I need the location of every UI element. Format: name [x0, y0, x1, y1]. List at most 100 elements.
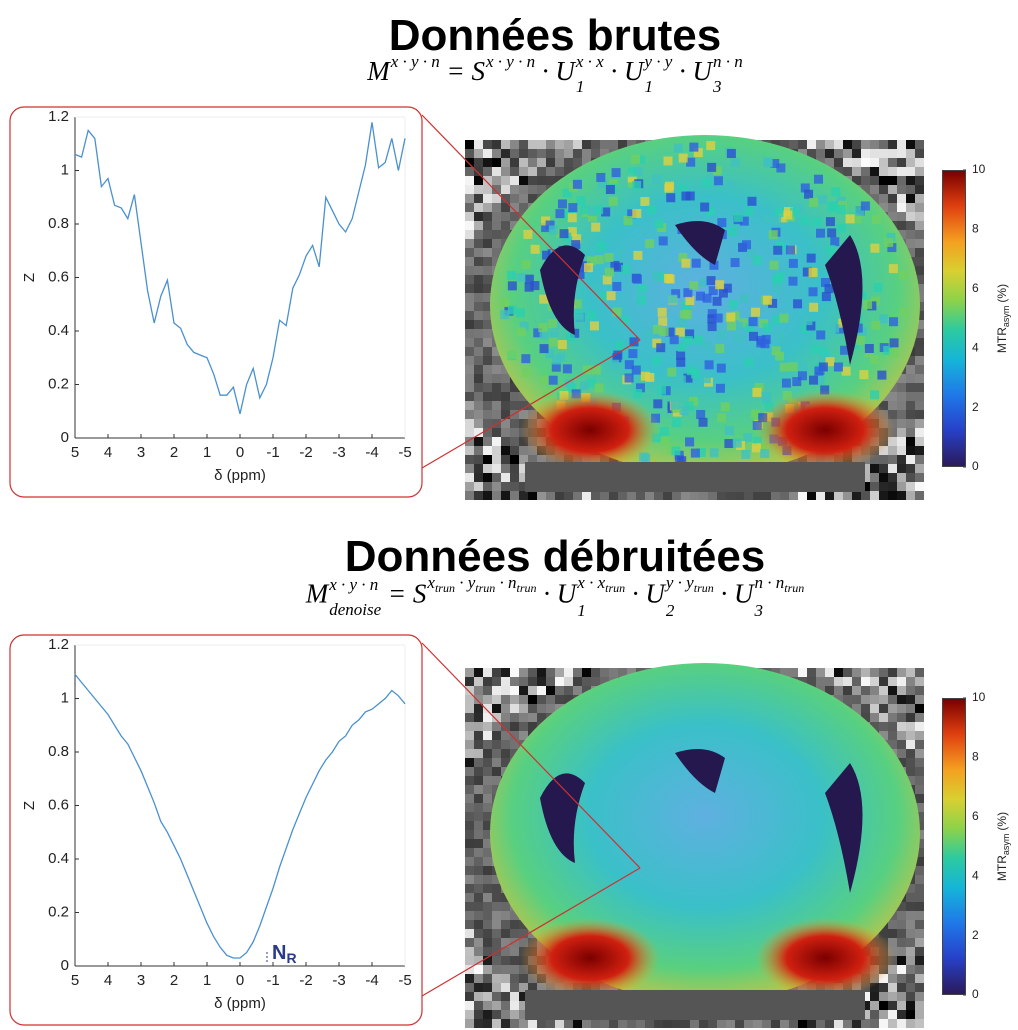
panel-title: Données brutes — [388, 11, 722, 60]
formula-sub-wrap: 1 — [577, 602, 625, 619]
map-pixel — [583, 263, 593, 273]
map-pixel — [483, 956, 492, 965]
map-pixel — [724, 439, 734, 449]
map-pixel — [474, 248, 483, 257]
map-pixel — [501, 758, 510, 767]
map-pixel — [510, 677, 519, 686]
map-pixel — [852, 668, 861, 677]
map-pixel — [519, 455, 528, 464]
map-pixel — [906, 482, 915, 491]
map-pixel — [915, 383, 924, 392]
map-pixel — [612, 307, 622, 317]
map-pixel — [741, 449, 751, 459]
map-pixel — [897, 947, 906, 956]
sup-sub: trun — [784, 581, 805, 595]
colorbar-tick-label: 0 — [972, 987, 979, 1001]
map-pixel — [671, 446, 681, 456]
map-pixel — [906, 1019, 915, 1028]
map-pixel — [474, 893, 483, 902]
map-pixel — [540, 375, 550, 385]
map-pixel — [888, 149, 897, 158]
map-pixel — [519, 713, 528, 722]
map-pixel — [870, 704, 879, 713]
map-pixel — [906, 185, 915, 194]
map-pixel — [888, 920, 897, 929]
map-pixel — [632, 181, 642, 191]
map-pixel — [915, 284, 924, 293]
map-pixel — [465, 1010, 474, 1019]
map-pixel — [528, 149, 537, 158]
map-pixel — [537, 491, 546, 500]
map-pixel — [870, 992, 879, 1001]
map-pixel — [465, 374, 474, 383]
map-pixel — [483, 677, 492, 686]
map-pixel — [582, 140, 591, 149]
map-pixel — [492, 230, 501, 239]
map-pixel — [825, 217, 835, 227]
map-pixel — [833, 362, 843, 372]
map-pixel — [915, 731, 924, 740]
map-pixel — [861, 695, 870, 704]
map-pixel — [879, 686, 888, 695]
map-pixel — [501, 419, 510, 428]
map-pixel — [879, 455, 888, 464]
map-pixel — [772, 215, 782, 225]
ventricle — [540, 245, 585, 335]
map-pixel — [523, 229, 533, 239]
map-pixel — [465, 920, 474, 929]
map-pixel — [843, 140, 852, 149]
map-pixel — [843, 686, 852, 695]
map-pixel — [510, 428, 519, 437]
map-pixel — [501, 1010, 510, 1019]
map-pixel — [510, 983, 519, 992]
map-pixel — [474, 956, 483, 965]
map-pixel — [915, 410, 924, 419]
map-pixel — [831, 187, 841, 197]
map-pixel — [594, 383, 604, 393]
map-pixel — [501, 365, 510, 374]
map-pixel — [897, 203, 906, 212]
map-pixel — [519, 731, 528, 740]
map-pixel — [483, 965, 492, 974]
map-pixel — [609, 668, 618, 677]
map-pixel — [507, 270, 517, 280]
map-pixel — [501, 203, 510, 212]
map-pixel — [821, 292, 831, 302]
map-pixel — [745, 323, 755, 333]
sup-text: n · n — [713, 51, 743, 71]
map-pixel — [483, 902, 492, 911]
map-pixel — [683, 288, 693, 298]
map-pixel — [870, 1010, 879, 1019]
map-pixel — [483, 749, 492, 758]
map-pixel — [779, 313, 789, 323]
map-pixel — [861, 158, 870, 167]
map-pixel — [492, 758, 501, 767]
map-pixel — [879, 464, 888, 473]
map-pixel — [580, 205, 590, 215]
formula-sub-wrap: 1 — [576, 78, 604, 95]
map-pixel — [465, 464, 474, 473]
map-pixel — [695, 291, 705, 301]
colorbar — [942, 698, 966, 995]
x-tick-label: 5 — [71, 444, 79, 461]
map-pixel — [906, 974, 915, 983]
formula-sup: x · y · n — [486, 53, 535, 70]
map-pixel — [798, 361, 808, 371]
map-pixel — [888, 929, 897, 938]
map-pixel — [528, 668, 537, 677]
map-pixel — [519, 722, 528, 731]
map-pixel — [474, 401, 483, 410]
map-pixel — [915, 401, 924, 410]
map-pixel — [825, 140, 834, 149]
map-pixel — [465, 320, 474, 329]
map-pixel — [783, 266, 793, 276]
map-pixel — [510, 686, 519, 695]
map-pixel — [700, 202, 710, 212]
map-pixel — [827, 203, 837, 213]
map-pixel — [483, 266, 492, 275]
map-pixel — [798, 140, 807, 149]
formula-sub-wrap: 1 — [644, 78, 672, 95]
map-pixel — [915, 740, 924, 749]
map-pixel — [803, 316, 813, 326]
